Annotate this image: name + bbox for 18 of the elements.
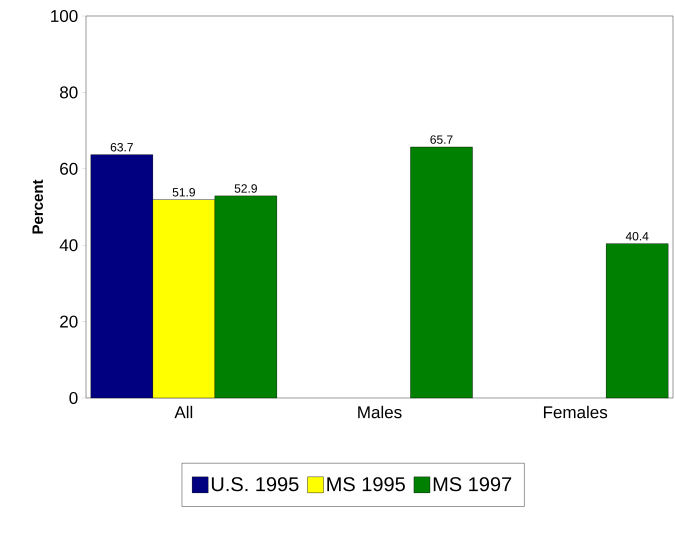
legend-label: U.S. 1995: [212, 477, 298, 492]
data-label: 65.7: [430, 135, 453, 144]
data-label: 40.4: [626, 232, 648, 240]
data-label: 63.7: [110, 142, 133, 152]
y-tick-label: 40: [60, 239, 78, 252]
y-axis-title: Percent: [32, 180, 43, 234]
x-tick-label: All: [174, 406, 192, 418]
x-tick-label: Males: [358, 406, 402, 418]
x-tick-label: Females: [544, 406, 608, 418]
data-label: 52.9: [234, 184, 257, 193]
y-tick-label: 60: [60, 162, 78, 175]
y-tick-label: 0: [69, 392, 78, 404]
legend-label: MS 1997: [434, 477, 512, 492]
y-tick-label: 80: [60, 86, 78, 98]
y-tick-label: 20: [60, 316, 78, 328]
y-tick-label: 100: [51, 10, 78, 22]
data-label: 51.9: [172, 188, 195, 197]
legend-label: MS 1995: [327, 477, 405, 492]
